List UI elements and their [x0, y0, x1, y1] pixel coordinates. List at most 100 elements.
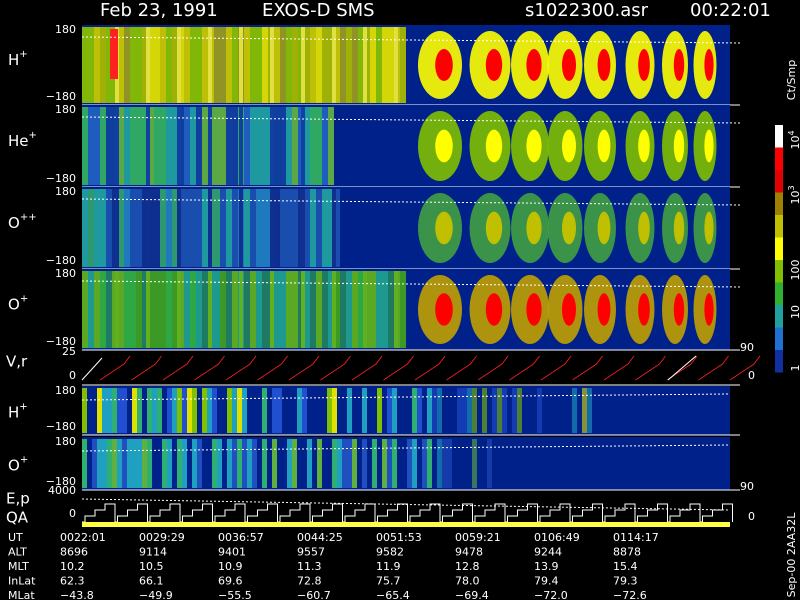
colorbar-title: Ct/Smp: [785, 60, 798, 100]
cell: [492, 388, 497, 433]
cell: [207, 388, 212, 433]
cell: [106, 271, 112, 348]
cell: [462, 388, 467, 433]
axis-top: 180: [55, 185, 76, 198]
cell: [262, 27, 268, 103]
cell: [110, 29, 118, 79]
cell: [196, 189, 202, 267]
cell: [316, 27, 322, 103]
cell: [97, 439, 102, 488]
base: 10: [789, 136, 800, 150]
cell: [112, 388, 117, 433]
trace: [81, 116, 741, 124]
cell: [160, 189, 166, 267]
cell: [232, 189, 238, 267]
cell: [82, 388, 87, 433]
cell: [202, 189, 208, 267]
date: Feb 23, 1991: [100, 0, 218, 21]
cell: [302, 388, 307, 433]
cell: [340, 271, 346, 348]
axis-bottom: −180: [46, 172, 76, 185]
cell: [292, 27, 298, 103]
cell: [304, 189, 310, 267]
cell: [82, 107, 88, 185]
stripe: [301, 107, 305, 185]
cell: [102, 388, 107, 433]
cell: [317, 439, 322, 488]
instrument: EXOS-D SMS: [262, 0, 375, 21]
row-value: 10.9: [218, 560, 243, 573]
stripe: [208, 189, 212, 267]
cell: [587, 388, 592, 433]
exponent: 3: [787, 185, 796, 190]
row-value: 78.0: [455, 575, 480, 588]
row-value: 79.3: [613, 575, 638, 588]
colorbar-cell: [775, 237, 783, 260]
cell: [202, 27, 208, 103]
cell: [272, 388, 277, 433]
cell: [232, 388, 237, 433]
cell: [400, 27, 406, 103]
cell: [212, 439, 217, 488]
row-value: 9557: [297, 546, 325, 559]
cell: [334, 27, 340, 103]
arc-inner: [435, 129, 453, 163]
cell: [362, 439, 367, 488]
cell: [328, 107, 334, 185]
stripe: [177, 107, 181, 185]
cell: [372, 439, 377, 488]
row-value: −60.7: [297, 589, 331, 600]
cell: [227, 388, 232, 433]
cell: [358, 271, 364, 348]
colorbar-label: 10: [789, 305, 800, 319]
arc-inner: [597, 49, 611, 81]
cell: [192, 439, 197, 488]
cell: [118, 27, 124, 103]
cell: [124, 27, 130, 103]
cell: [118, 271, 124, 348]
trace: [81, 280, 741, 288]
cell: [307, 439, 312, 488]
velocity-steps: [99, 355, 761, 381]
cell: [497, 388, 502, 433]
cell: [286, 271, 292, 348]
cell: [196, 27, 202, 103]
cell: [172, 271, 178, 348]
species: O: [8, 295, 20, 313]
axis-top: 180: [55, 384, 76, 397]
stripe: [394, 27, 398, 103]
cell: [82, 439, 87, 488]
row-value: 66.1: [139, 575, 164, 588]
cell: [304, 107, 310, 185]
row-value: 13.9: [534, 560, 559, 573]
cell: [152, 388, 157, 433]
cell: [232, 439, 237, 488]
cell: [88, 27, 94, 103]
cell: [572, 388, 577, 433]
colorbar-cell: [775, 170, 783, 193]
cell: [244, 107, 250, 185]
arc-inner: [673, 49, 685, 81]
cell: [244, 27, 250, 103]
row-value: 62.3: [60, 575, 85, 588]
row-name: MLat: [8, 589, 35, 600]
cell: [280, 271, 286, 348]
cell: [166, 27, 172, 103]
panel-label: H+: [8, 49, 28, 69]
colorbar-label: 104: [787, 130, 800, 149]
cell: [387, 439, 392, 488]
cell: [132, 439, 137, 488]
cell: [122, 388, 127, 433]
cell: [160, 271, 166, 348]
row-value: 10.2: [60, 560, 85, 573]
cell: [160, 107, 166, 185]
exponent: 4: [787, 130, 796, 135]
panel-label: O+: [8, 455, 28, 475]
colorbar-cell: [775, 350, 783, 373]
panel-label: H+: [8, 402, 28, 422]
cell: [122, 439, 127, 488]
axis-top: 180: [55, 23, 76, 36]
cell: [322, 189, 328, 267]
trace: [81, 36, 741, 44]
